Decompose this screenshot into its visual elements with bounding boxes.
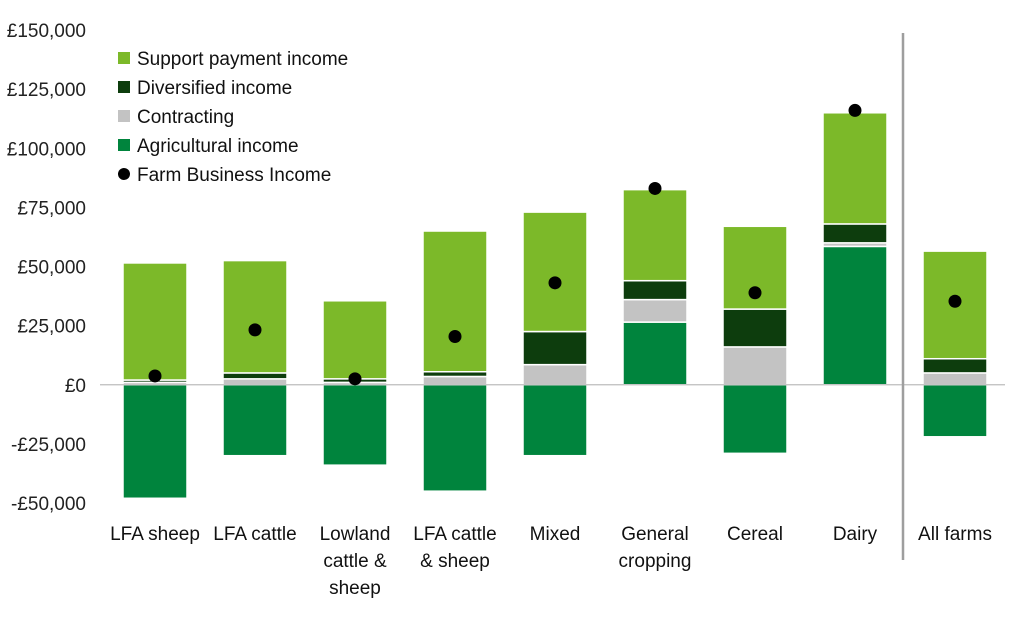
bars [122,112,988,500]
y-axis: £150,000 £125,000 £100,000 £75,000 £50,000 £2… [7,21,86,515]
y-tick-label: £150,000 [7,21,86,42]
fbi-marker [548,276,562,290]
legend-label: Diversified income [137,78,292,99]
category-label: LFA cattle [413,524,496,545]
bar-segment [522,211,588,333]
category-label: General [621,524,689,545]
legend-swatch [118,52,130,64]
bar-segment [722,384,788,455]
fbi-marker [748,286,762,300]
category-label: Cereal [727,524,783,545]
bar-segment [422,230,488,373]
bar-segment [122,384,188,500]
fbi-marker [348,372,362,386]
fbi-marker [248,323,262,337]
category-label: sheep [329,578,381,599]
legend: Support payment income Diversified income… [118,49,348,186]
bar-segment [522,363,588,386]
bar-segment [722,308,788,348]
y-tick-label: £75,000 [17,198,86,219]
bar-segment [222,384,288,457]
y-tick-label: £100,000 [7,139,86,160]
bar-segment [622,188,688,282]
y-tick-label: -£25,000 [11,435,86,456]
y-tick-label: £0 [65,376,86,397]
fbi-marker [848,103,862,117]
y-tick-label: £25,000 [17,317,86,338]
bar-segment [922,357,988,374]
y-tick-label: -£50,000 [11,494,86,515]
bar-segment [822,245,888,386]
legend-swatch [118,139,130,151]
bar-segment [922,372,988,386]
bar-segment [122,262,188,381]
bar-segment [522,384,588,457]
category-label: Mixed [530,524,581,545]
category-label: Dairy [833,524,878,545]
category-label: cattle & [323,551,387,572]
bar-segment [322,300,388,380]
bar-segment [822,223,888,244]
category-label: Lowland [320,524,391,545]
bar-segment [422,375,488,386]
fbi-marker [148,369,162,383]
bar-segment [422,384,488,492]
legend-label: Farm Business Income [137,165,331,186]
bar-segment [222,259,288,374]
bar-segment [722,346,788,386]
category-label: All farms [918,524,992,545]
bar-segment [622,298,688,323]
bar-segment [622,279,688,301]
y-tick-label: £125,000 [7,80,86,101]
category-label: cropping [619,551,692,572]
legend-label: Agricultural income [137,136,299,157]
bar-segment [222,378,288,386]
bar-segment [222,372,288,380]
bar-segment [322,384,388,466]
bar-segment [522,330,588,366]
legend-swatch [118,81,130,93]
bar-segment [922,384,988,438]
category-label: & sheep [420,551,490,572]
x-axis-categories: LFA sheep LFA cattle Lowland cattle & sheep L… [110,524,992,599]
category-label: LFA sheep [110,524,200,545]
legend-swatch [118,110,130,122]
fbi-markers [148,103,962,386]
legend-label: Support payment income [137,49,348,70]
fbi-marker [448,330,462,344]
y-tick-label: £50,000 [17,258,86,279]
category-label: LFA cattle [213,524,296,545]
fbi-marker [948,294,962,308]
fbi-marker [648,181,662,195]
bar-segment [622,321,688,386]
legend-label: Contracting [137,107,234,128]
bar-segment [822,112,888,225]
legend-marker-swatch [118,168,130,180]
